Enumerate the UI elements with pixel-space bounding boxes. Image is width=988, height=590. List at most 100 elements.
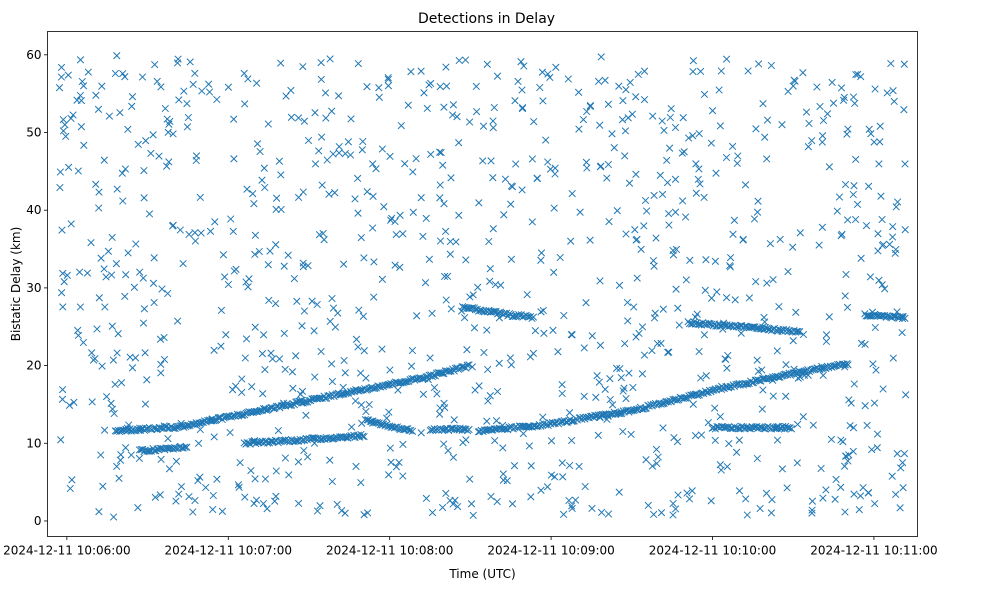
scatter-point	[443, 272, 452, 281]
scatter-point	[606, 375, 614, 383]
scatter-point	[68, 476, 76, 484]
scatter-point	[489, 117, 497, 125]
scatter-point	[842, 270, 850, 279]
scatter-point	[384, 73, 392, 82]
scatter-point	[841, 180, 850, 189]
scatter-point	[57, 63, 66, 72]
scatter-point	[341, 509, 349, 517]
scatter-point	[294, 499, 303, 508]
scatter-point	[421, 279, 430, 287]
scatter-point	[158, 285, 166, 293]
scatter-point	[741, 322, 749, 330]
scatter-point	[685, 495, 694, 503]
scatter-point	[529, 349, 538, 358]
scatter-point	[407, 362, 416, 370]
scatter-point	[671, 175, 680, 183]
scatter-point	[825, 163, 834, 171]
scatter-point	[292, 352, 300, 360]
scatter-point	[290, 274, 299, 283]
scatter-point	[122, 271, 130, 279]
scatter-point	[467, 304, 475, 312]
scatter-point	[615, 488, 623, 496]
scatter-point	[160, 333, 168, 342]
scatter-point	[881, 285, 889, 293]
scatter-point	[113, 52, 121, 60]
scatter-point	[412, 154, 420, 163]
scatter-point	[440, 440, 448, 448]
scatter-point	[466, 293, 474, 301]
scatter-point	[841, 508, 849, 516]
scatter-point	[831, 495, 839, 503]
scatter-point	[841, 292, 849, 300]
scatter-point	[567, 330, 575, 339]
scatter-point	[261, 183, 269, 192]
scatter-point	[865, 125, 873, 133]
scatter-point	[818, 138, 826, 146]
scatter-point	[518, 104, 527, 113]
scatter-point	[310, 327, 318, 335]
scatter-point	[363, 83, 371, 91]
scatter-point	[850, 182, 858, 190]
scatter-point	[508, 500, 517, 508]
scatter-point	[879, 385, 887, 393]
scatter-point	[491, 280, 500, 289]
scatter-point	[303, 453, 312, 461]
scatter-point	[650, 510, 658, 519]
x-tick-label: 2024-12-11 10:09:00	[487, 544, 614, 558]
scatter-point	[501, 175, 510, 183]
scatter-point	[669, 511, 677, 519]
scatter-point	[211, 218, 219, 226]
scatter-point	[567, 502, 576, 510]
scatter-point	[369, 192, 377, 200]
scatter-point	[559, 510, 568, 519]
scatter-point	[869, 360, 877, 368]
scatter-point	[317, 58, 325, 67]
scatter-point	[395, 458, 403, 467]
scatter-point	[304, 136, 313, 145]
scatter-point	[658, 117, 666, 125]
scatter-point	[153, 77, 161, 86]
scatter-point	[396, 211, 404, 219]
scatter-point	[527, 493, 535, 501]
scatter-point	[487, 157, 495, 165]
scatter-point	[447, 174, 455, 182]
scatter-point	[536, 83, 544, 92]
scatter-point	[64, 163, 73, 171]
scatter-point	[391, 217, 399, 226]
scatter-point	[428, 508, 437, 517]
scatter-point	[370, 293, 378, 301]
scatter-point	[339, 433, 348, 441]
scatter-point	[889, 312, 897, 320]
scatter-point	[87, 238, 95, 247]
scatter-point	[335, 149, 343, 157]
scatter-point	[743, 511, 751, 519]
scatter-point	[280, 329, 288, 338]
scatter-point	[57, 436, 65, 444]
scatter-point	[84, 68, 92, 76]
scatter-point	[224, 280, 233, 289]
x-axis-ticks: 2024-12-11 10:06:00 2024-12-11 10:07:00 20…	[3, 536, 938, 558]
scatter-point	[883, 89, 891, 97]
scatter-point	[664, 348, 672, 356]
scatter-point	[116, 108, 124, 117]
scatter-point	[540, 329, 548, 337]
scatter-point	[358, 146, 366, 154]
scatter-point	[288, 368, 297, 376]
scatter-point	[113, 462, 121, 471]
scatter-point	[396, 263, 404, 271]
scatter-point	[259, 390, 267, 398]
scatter-point	[510, 462, 519, 470]
scatter-point	[575, 462, 583, 471]
scatter-point	[241, 100, 249, 108]
scatter-point	[121, 292, 129, 301]
scatter-point	[671, 123, 680, 132]
scatter-point	[238, 411, 246, 419]
scatter-point	[784, 267, 792, 276]
scatter-point	[630, 303, 638, 311]
scatter-point	[629, 383, 637, 392]
scatter-point	[813, 83, 821, 91]
scatter-point	[328, 107, 336, 115]
scatter-point	[58, 395, 67, 403]
scatter-point	[622, 394, 630, 403]
scatter-point	[648, 346, 656, 355]
